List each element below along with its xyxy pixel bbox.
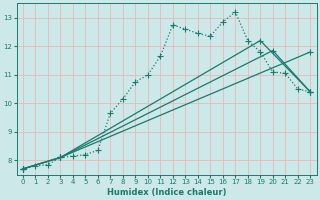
X-axis label: Humidex (Indice chaleur): Humidex (Indice chaleur): [107, 188, 226, 197]
